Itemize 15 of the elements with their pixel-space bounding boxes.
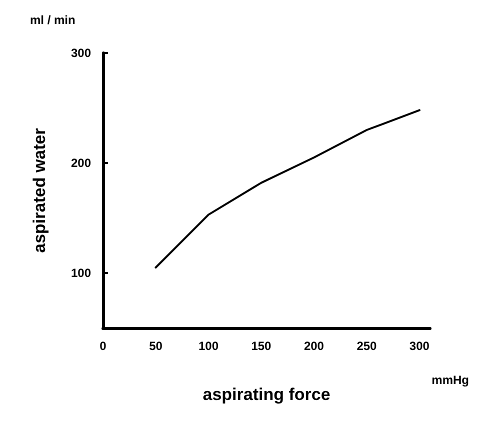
x-tick-label: 0: [100, 339, 107, 353]
x-tick-label: 300: [409, 339, 430, 353]
x-tick-label: 100: [198, 339, 219, 353]
y-axis-title: aspirated water: [30, 128, 49, 253]
x-axis-title: aspirating force: [202, 385, 330, 404]
y-tick-label: 100: [70, 266, 92, 280]
y-tick-label: 200: [70, 156, 92, 170]
x-tick-label: 50: [149, 339, 163, 353]
text: mmHg: [432, 373, 470, 387]
line-series: [154, 109, 420, 268]
x-tick-label: 250: [356, 339, 378, 353]
text: ml / min: [30, 13, 76, 27]
x-tick-label: 150: [251, 339, 272, 353]
x-tick-label: 200: [304, 339, 324, 353]
y-tick-label: 300: [70, 46, 92, 60]
